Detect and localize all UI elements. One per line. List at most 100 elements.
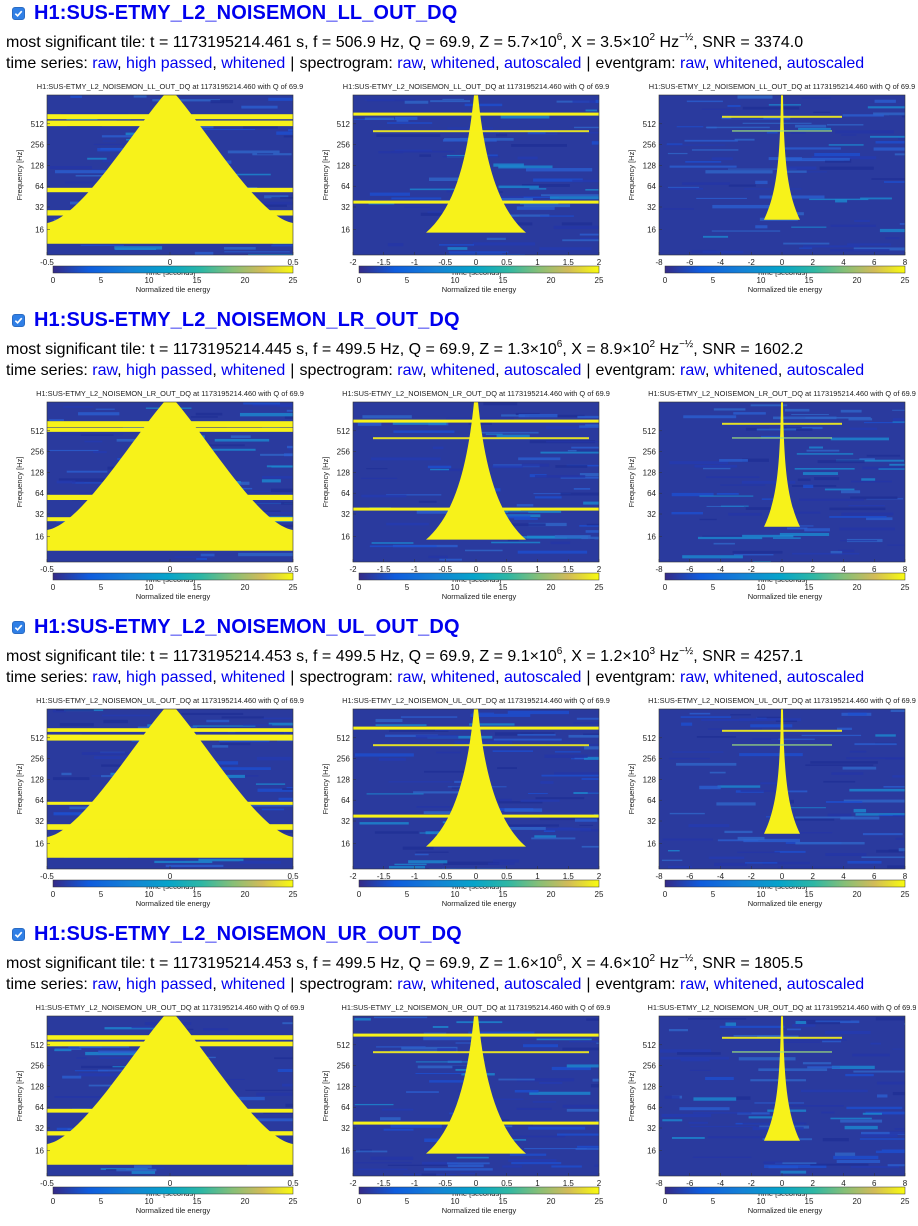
colorbar-tick-label: 10 [145,583,154,592]
raw-plot[interactable]: H1:SUS-ETMY_L2_NOISEMON_LR_OUT_DQ at 117… [6,387,304,605]
tile-text: Hz, Q = [375,955,440,972]
colorbar-tick-label: 25 [901,1197,910,1206]
time-series-link-high-passed[interactable]: high passed [126,976,213,993]
exponent: 6 [556,953,563,964]
frequency-tick-label: 16 [35,1146,44,1155]
frequency-tick-label: 512 [643,734,657,743]
spectrogram-link-autoscaled[interactable]: autoscaled [504,669,582,686]
eventgram-link-raw[interactable]: raw [680,55,705,72]
raw-plot[interactable]: H1:SUS-ETMY_L2_NOISEMON_LL_OUT_DQ at 117… [6,80,304,298]
frequency-tick-label: 64 [341,489,350,498]
eventgram-link-raw[interactable]: raw [680,976,705,993]
eventgram-link-whitened[interactable]: whitened [713,669,778,686]
colorbar-tick-label: 25 [595,890,604,899]
colorbar-label: Normalized tile energy [136,1206,211,1215]
colorbar-tick-label: 20 [547,583,556,592]
time-tick-label: 1 [535,872,540,881]
whitened-plot[interactable]: H1:SUS-ETMY_L2_NOISEMON_LL_OUT_DQ at 117… [312,80,610,298]
colorbar-tick-label: 0 [51,1197,56,1206]
spectrogram-link-whitened[interactable]: whitened [431,669,496,686]
time-series-link-whitened[interactable]: whitened [221,362,286,379]
link-group-label: time series: [6,55,88,72]
whitened-plot[interactable]: H1:SUS-ETMY_L2_NOISEMON_LR_OUT_DQ at 117… [312,387,610,605]
time-tick-label: 0 [780,872,785,881]
channel-title[interactable]: H1:SUS-ETMY_L2_NOISEMON_UR_OUT_DQ [34,922,462,945]
time-series-link-whitened[interactable]: whitened [221,55,286,72]
spectrogram-link-raw[interactable]: raw [397,362,423,379]
time-tick-label: 1.5 [563,258,575,267]
spectrogram-link-whitened[interactable]: whitened [431,976,496,993]
time-tick-label: 0 [474,872,479,881]
spectrogram-link-autoscaled[interactable]: autoscaled [504,55,582,72]
time-series-link-raw[interactable]: raw [92,362,118,379]
spectrogram-link-autoscaled[interactable]: autoscaled [504,976,582,993]
time-series-link-high-passed[interactable]: high passed [126,669,213,686]
frequency-tick-label: 32 [341,1124,350,1133]
channel-checkbox[interactable] [12,313,25,327]
spectrogram-link-raw[interactable]: raw [397,55,423,72]
channel-title[interactable]: H1:SUS-ETMY_L2_NOISEMON_LR_OUT_DQ [34,308,460,331]
channel-title[interactable]: H1:SUS-ETMY_L2_NOISEMON_UL_OUT_DQ [34,615,460,638]
frequency-axis-label: Frequency [Hz] [627,457,636,508]
time-series-link-high-passed[interactable]: high passed [126,362,213,379]
frequency-tick-label: 32 [647,203,656,212]
spectrogram-link-whitened[interactable]: whitened [431,55,496,72]
frequency-tick-label: 128 [31,1082,45,1091]
time-series-link-raw[interactable]: raw [92,669,118,686]
autoscaled-plot[interactable]: H1:SUS-ETMY_L2_NOISEMON_LR_OUT_DQ at 117… [618,387,916,605]
time-series-link-raw[interactable]: raw [92,55,118,72]
spectrogram-link-raw[interactable]: raw [397,976,423,993]
time-series-link-raw[interactable]: raw [92,976,118,993]
whitened-plot[interactable]: H1:SUS-ETMY_L2_NOISEMON_UR_OUT_DQ at 117… [312,1001,610,1219]
eventgram-link-raw[interactable]: raw [680,669,705,686]
channel-title[interactable]: H1:SUS-ETMY_L2_NOISEMON_LL_OUT_DQ [34,1,458,24]
spectrogram-svg: H1:SUS-ETMY_L2_NOISEMON_LR_OUT_DQ at 117… [627,389,916,601]
eventgram-link-autoscaled[interactable]: autoscaled [786,976,865,993]
channel-header: H1:SUS-ETMY_L2_NOISEMON_LL_OUT_DQ [12,0,457,26]
colorbar-tick-label: 10 [145,1197,154,1206]
tile-z: 9.1×10 [507,648,557,665]
raw-plot[interactable]: H1:SUS-ETMY_L2_NOISEMON_UR_OUT_DQ at 117… [6,1001,304,1219]
autoscaled-plot[interactable]: H1:SUS-ETMY_L2_NOISEMON_LL_OUT_DQ at 117… [618,80,916,298]
frequency-tick-label: 64 [341,1103,350,1112]
autoscaled-plot[interactable]: H1:SUS-ETMY_L2_NOISEMON_UR_OUT_DQ at 117… [618,1001,916,1219]
tile-text: , X = [562,648,601,665]
channel-checkbox[interactable] [12,620,25,634]
eventgram-link-whitened[interactable]: whitened [713,362,778,379]
raw-plot[interactable]: H1:SUS-ETMY_L2_NOISEMON_UL_OUT_DQ at 117… [6,694,304,912]
eventgram-link-whitened[interactable]: whitened [713,976,778,993]
colorbar-tick-label: 25 [901,276,910,285]
spectrogram-link-raw[interactable]: raw [397,669,423,686]
frequency-tick-label: 512 [643,1041,657,1050]
colorbar-tick-label: 25 [595,583,604,592]
exponent: 2 [649,953,656,964]
check-icon [14,10,23,17]
tile-text: , SNR = [693,34,755,51]
frequency-tick-label: 512 [31,427,45,436]
time-tick-label: -6 [686,1179,694,1188]
channel-section: H1:SUS-ETMY_L2_NOISEMON_UL_OUT_DQ most si… [0,614,918,914]
eventgram-link-whitened[interactable]: whitened [713,55,778,72]
time-series-link-whitened[interactable]: whitened [221,976,286,993]
spectrogram-link-whitened[interactable]: whitened [431,362,496,379]
whitened-plot[interactable]: H1:SUS-ETMY_L2_NOISEMON_UL_OUT_DQ at 117… [312,694,610,912]
eventgram-link-autoscaled[interactable]: autoscaled [786,55,865,72]
spectrogram-link-autoscaled[interactable]: autoscaled [504,362,582,379]
time-series-link-whitened[interactable]: whitened [221,669,286,686]
channel-checkbox[interactable] [12,927,25,941]
frequency-axis-label: Frequency [Hz] [321,1071,330,1122]
frequency-tick-label: 256 [643,755,657,764]
time-series-link-high-passed[interactable]: high passed [126,55,213,72]
eventgram-link-autoscaled[interactable]: autoscaled [786,669,865,686]
eventgram-link-autoscaled[interactable]: autoscaled [786,362,865,379]
frequency-tick-label: 16 [341,225,350,234]
tile-time: 1173195214.453 [172,648,292,665]
eventgram-link-raw[interactable]: raw [680,362,705,379]
colorbar-tick-label: 0 [663,890,668,899]
plot-title: H1:SUS-ETMY_L2_NOISEMON_UL_OUT_DQ at 117… [648,696,916,705]
time-tick-label: -6 [686,872,694,881]
frequency-tick-label: 256 [643,141,657,150]
autoscaled-plot[interactable]: H1:SUS-ETMY_L2_NOISEMON_UL_OUT_DQ at 117… [618,694,916,912]
frequency-tick-label: 512 [337,734,351,743]
channel-checkbox[interactable] [12,6,25,20]
